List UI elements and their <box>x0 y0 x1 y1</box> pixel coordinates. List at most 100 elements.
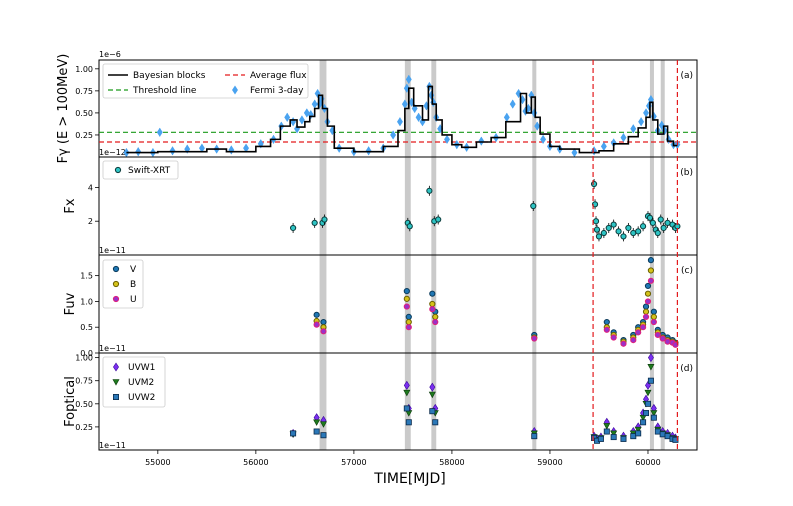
flare-band-4-panel-1 <box>649 157 654 255</box>
fermi-point-3 <box>156 127 163 137</box>
uv-B-point-16 <box>650 313 657 320</box>
xtick-label-2: 57000 <box>341 458 366 467</box>
opt-UVM2-point-5 <box>428 391 436 399</box>
flare-band-0-panel-2 <box>319 255 327 353</box>
opt-UVM2-point-20 <box>650 410 658 417</box>
uv-U-point-21 <box>672 341 679 348</box>
legend-label-bayesian: Bayesian blocks <box>133 71 206 81</box>
flare-band-2-panel-3 <box>431 353 437 450</box>
fermi-point-1 <box>135 147 142 157</box>
flare-band-5-panel-3 <box>660 353 665 450</box>
flare-band-3-panel-3 <box>532 353 537 450</box>
uv-U-point-16 <box>650 318 657 326</box>
uv-U-point-19 <box>664 338 671 345</box>
opt-UVW2-point-15 <box>635 430 642 437</box>
fermi-point-31 <box>397 117 403 127</box>
fermi-point-34 <box>405 74 412 84</box>
uv-U-point-0 <box>313 321 320 328</box>
flare-band-3-panel-2 <box>532 255 537 353</box>
ytick-label-gamma-0: 0.25 <box>75 131 93 140</box>
flare-band-5-panel-1 <box>660 157 665 255</box>
opt-UVW2-point-1 <box>313 428 320 435</box>
ytick-label-gamma-3: 1.00 <box>75 65 93 74</box>
ytick-label-optical-2: 0.75 <box>75 377 93 386</box>
xtick-label-0: 55000 <box>145 458 170 467</box>
opt-UVW2-point-19 <box>647 377 654 384</box>
legend-label-B: B <box>130 280 136 290</box>
scale-top-gamma: 1e−6 <box>99 50 121 59</box>
fermi-point-69 <box>643 108 649 118</box>
opt-UVW2-point-6 <box>432 419 439 426</box>
panel-tag-optical: (d) <box>680 364 693 374</box>
legend-xray-box <box>102 160 179 180</box>
opt-UVW1-point-19 <box>647 353 654 363</box>
uv-U-point-18 <box>659 335 666 342</box>
xrt-point-8 <box>435 216 442 223</box>
uv-V-point-1 <box>320 318 327 326</box>
uv-U-point-2 <box>403 303 410 310</box>
xrt-point-19 <box>620 233 627 240</box>
panel-xray: 2 4 Fx 1e−11 (b) Swift-XRT <box>63 156 698 256</box>
legend-key-U <box>112 295 120 303</box>
fermi-point-8 <box>228 145 235 155</box>
xtick-label-3: 58000 <box>439 458 464 467</box>
panel-tag-uv: (c) <box>681 266 693 276</box>
opt-UVM2-point-11 <box>603 423 611 430</box>
flare-band-5-panel-0 <box>660 60 665 157</box>
xrt-point-5 <box>406 223 413 230</box>
legend-label-average: Average flux <box>250 71 307 81</box>
panel-xray-frame <box>98 156 698 256</box>
legend-key-UVW2 <box>113 393 120 400</box>
uv-U-point-15 <box>647 277 655 284</box>
fermi-point-30 <box>390 130 397 140</box>
opt-UVW2-point-18 <box>644 400 651 407</box>
xrt-point-0 <box>290 224 297 232</box>
x-axis: 55000 56000 57000 58000 59000 60000 <box>145 450 661 467</box>
xrt-point-29 <box>657 216 664 223</box>
xrt-point-13 <box>593 226 601 233</box>
uv-V-point-0 <box>313 311 320 318</box>
xrt-point-25 <box>646 214 654 221</box>
ytick-label-optical-0: 0.25 <box>75 423 93 432</box>
uv-U-point-14 <box>644 298 652 305</box>
fermi-point-59 <box>540 134 547 144</box>
panel-tag-gamma: (a) <box>680 71 693 81</box>
scale-bottom-optical: 1e−11 <box>99 441 126 450</box>
uv-U-point-4 <box>429 306 436 313</box>
ytick-label-optical-3: 1.00 <box>75 354 93 363</box>
flare-band-1-panel-3 <box>404 353 411 450</box>
legend-label-UVW1: UVW1 <box>128 363 155 373</box>
xrt-point-1 <box>311 219 318 226</box>
uv-B-point-4 <box>429 300 436 308</box>
opt-UVW2-point-23 <box>664 433 671 440</box>
flare-band-0-panel-1 <box>319 157 327 255</box>
flare-band-1-panel-1 <box>404 157 411 255</box>
opt-UVM2-point-3 <box>403 389 411 397</box>
ylabel-uv: Fuv <box>63 292 78 315</box>
ylabel-optical: Foptical <box>63 376 78 427</box>
uv-U-point-7 <box>603 326 610 333</box>
uv-B-point-3 <box>405 318 412 326</box>
xrt-point-23 <box>639 223 647 230</box>
opt-UVW2-point-13 <box>620 435 627 442</box>
scale-bottom-gamma: 1e−12 <box>99 148 126 157</box>
uv-U-point-10 <box>630 337 637 344</box>
fermi-point-13 <box>284 112 291 122</box>
opt-UVW2-point-20 <box>650 414 657 421</box>
xrt-point-20 <box>625 224 632 232</box>
opt-UVW2-point-21 <box>654 428 661 435</box>
legend-uv: VBU <box>102 259 144 309</box>
legend-gamma: Bayesian blocks Threshold line Average flu… <box>102 63 309 99</box>
ytick-label-uv-3: 1.5 <box>80 272 93 281</box>
uv-B-point-15 <box>647 267 655 274</box>
fermi-point-28 <box>365 146 372 156</box>
opt-UVW2-point-7 <box>531 433 538 440</box>
scale-bottom-uv: 1e−11 <box>99 344 126 353</box>
quiescent-window-lines <box>592 60 678 450</box>
opt-UVM2-point-1 <box>313 419 321 426</box>
ytick-label-uv-1: 0.5 <box>80 323 93 332</box>
fermi-point-18 <box>307 110 314 120</box>
flare-band-4-panel-3 <box>649 353 654 450</box>
ytick-label-xray-0: 2 <box>88 217 93 226</box>
